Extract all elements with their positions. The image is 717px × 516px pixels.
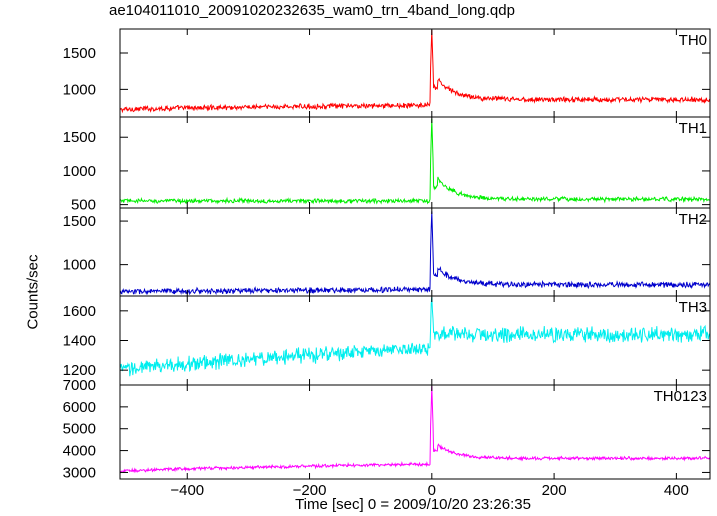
y-tick-label: 1500 [63,45,96,62]
x-tick-label: −200 [293,482,327,499]
series-line-th2 [119,211,711,296]
panel-th1: 500 1000 1500 TH1 [63,116,711,214]
y-tick-label: 5000 [63,421,96,438]
y-tick-label: 500 [71,197,96,214]
y-tick-label: 1500 [63,213,96,230]
x-tick-label: 400 [664,482,689,499]
series-label-th0: TH0 [679,32,707,49]
series-label-th1: TH1 [679,120,707,137]
y-tick-label: 7000 [63,377,96,394]
y-tick-label: 6000 [63,399,96,416]
panel-frame [119,28,711,118]
y-tick-label: 1200 [63,362,96,379]
series-line-th0 [119,29,711,114]
y-tick-label: 4000 [63,443,96,460]
y-tick-label: 1500 [63,129,96,146]
x-tick-label: 200 [542,482,567,499]
chart-title: ae104011010_20091020232635_wam0_trn_4ban… [109,2,515,19]
panel-th2: 1000 1500 TH2 [63,207,711,297]
x-tick-label: −400 [170,482,204,499]
series-label-th2: TH2 [679,211,707,228]
y-tick-label: 3000 [63,464,96,481]
series-label-th0123: TH0123 [654,388,707,405]
panel-frame [119,116,711,209]
y-tick-label: 1000 [63,81,96,98]
panel-th0: 1000 1500 TH0 [63,28,711,118]
series-label-th3: TH3 [679,299,707,316]
y-tick-label: 1400 [63,333,96,350]
panel-th3: 1200 1400 1600 TH3 [63,295,711,386]
series-line-th3 [119,296,711,377]
series-line-th0123 [119,385,711,474]
panel-frame [119,384,711,480]
panel-th0123: 3000 4000 5000 6000 7000 TH0123 [63,377,711,481]
x-tick-label: 0 [428,482,436,499]
panel-frame [119,295,711,386]
y-tick-label: 1000 [63,257,96,274]
y-tick-label: 1000 [63,163,96,180]
y-tick-label: 1600 [63,303,96,320]
series-line-th1 [119,118,711,205]
x-axis-label: Time [sec] 0 = 2009/10/20 23:26:35 [295,496,531,513]
